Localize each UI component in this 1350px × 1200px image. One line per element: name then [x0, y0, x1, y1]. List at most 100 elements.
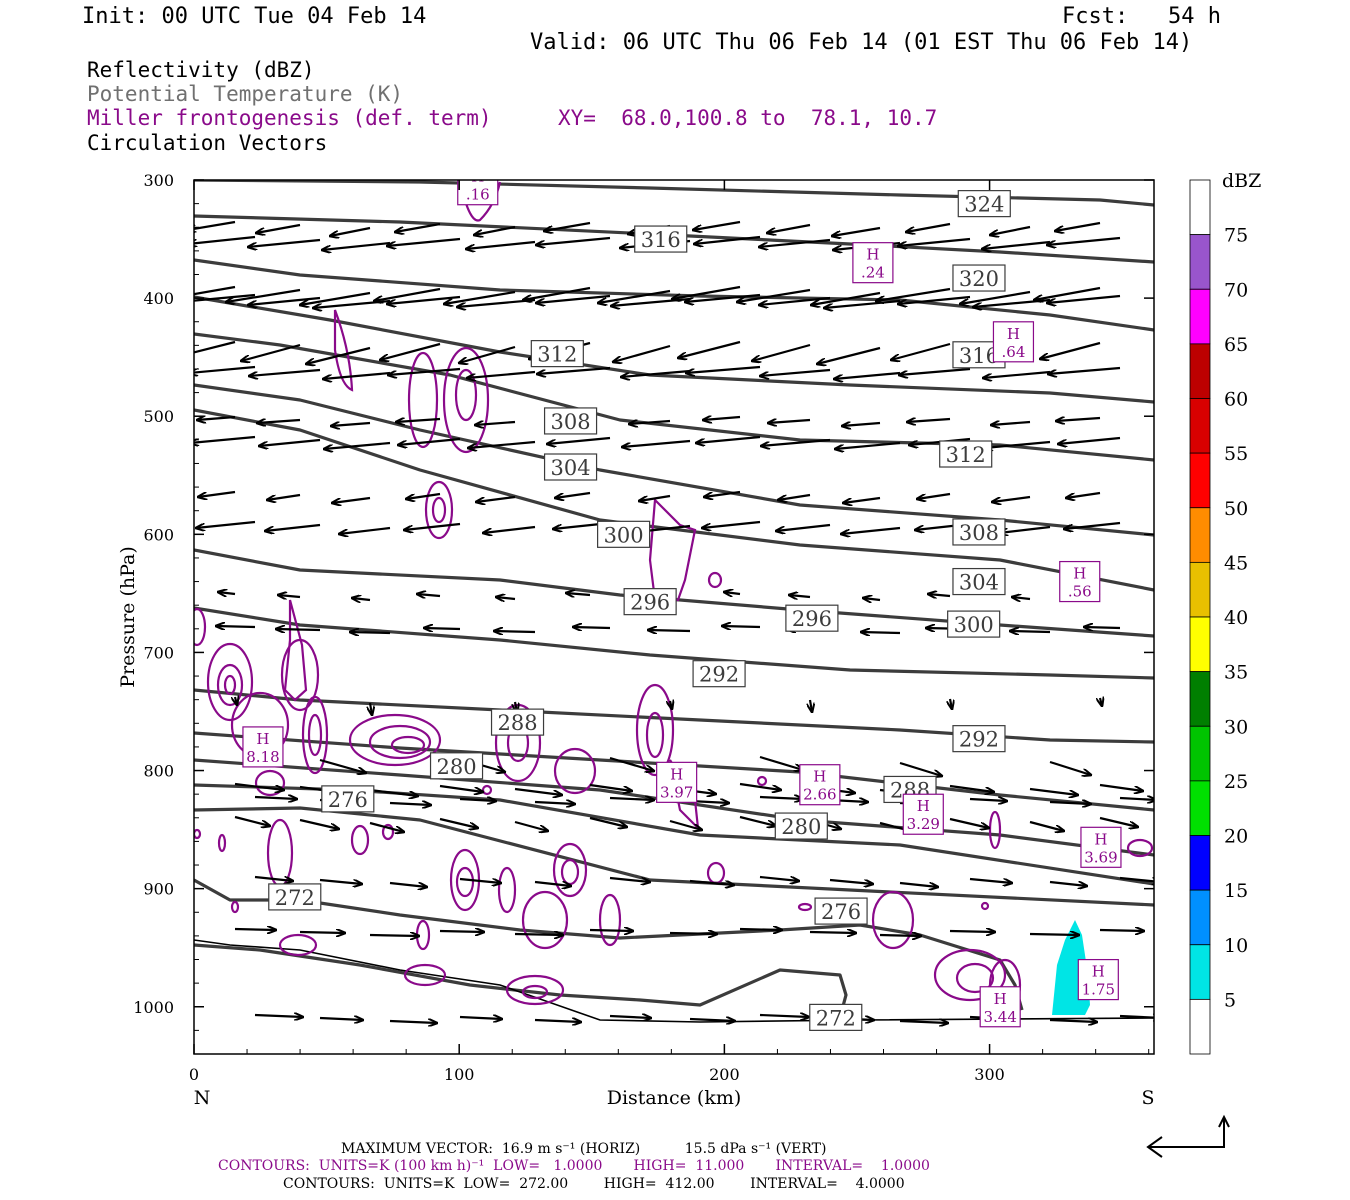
circulation-vector	[1055, 221, 1101, 231]
theta-label-text: 300	[604, 523, 644, 547]
circulation-vector	[278, 595, 301, 597]
circulation-vector	[369, 935, 419, 936]
circulation-vector	[1099, 783, 1143, 791]
circulation-vector	[439, 817, 478, 828]
theta-label: 296	[623, 588, 677, 616]
circulation-vector	[983, 370, 1051, 378]
circulation-vector	[523, 286, 591, 300]
colorbar-level-label: 70	[1224, 279, 1248, 301]
circulation-vector	[197, 417, 236, 420]
colorbar-swatch	[1189, 234, 1211, 290]
circulation-vector	[1029, 820, 1064, 831]
frontogenesis-max-value: .56	[1068, 583, 1092, 601]
circulation-vector	[387, 237, 461, 246]
circulation-vector	[406, 492, 441, 499]
circulation-vector	[387, 295, 461, 304]
colorbar-swatch	[1189, 835, 1211, 891]
circulation-vector	[424, 628, 461, 629]
circulation-vector	[907, 419, 951, 422]
circulation-vector	[254, 797, 297, 799]
frontogenesis-max-value: 3.97	[660, 783, 693, 801]
colorbar-swatch	[1189, 889, 1211, 946]
theta-label: 276	[814, 897, 868, 925]
theta-label: 304	[543, 453, 598, 481]
circulation-vector	[257, 420, 301, 423]
circulation-vector	[761, 438, 831, 446]
theta-label: 304	[952, 567, 1006, 596]
frontogenesis-max: H.16	[457, 180, 499, 206]
circulation-vector	[319, 1018, 363, 1020]
frontogenesis-max: H.56	[1059, 560, 1101, 603]
circulation-vector	[300, 291, 371, 305]
circulation-vector	[1084, 627, 1121, 628]
circulation-vector	[1119, 798, 1154, 800]
circulation-vector	[459, 799, 496, 801]
circulation-vector	[693, 220, 741, 230]
legend-miller: Miller frontogenesis (def. term)	[87, 106, 492, 130]
circulation-vector	[194, 365, 256, 373]
circulation-vector	[759, 875, 799, 881]
colorbar-swatch	[1189, 179, 1211, 236]
frontogenesis-max: H.24	[852, 242, 894, 284]
theta-label: 316	[634, 225, 688, 253]
circulation-vector	[1029, 934, 1079, 935]
circulation-vector	[982, 240, 1051, 249]
colorbar-level-label: 60	[1224, 389, 1248, 411]
circulation-vector	[241, 343, 301, 361]
circulation-vector	[306, 346, 371, 364]
y-tick-label: 600	[143, 525, 174, 544]
theta-label-text: 280	[781, 815, 821, 839]
circulation-vectors	[194, 220, 1154, 1023]
colorbar-swatch	[1189, 725, 1211, 782]
circulation-vector	[739, 929, 782, 930]
frontogenesis-max-label: H	[256, 730, 269, 748]
theta-label: 308	[543, 407, 598, 435]
circulation-vector	[226, 288, 301, 302]
colorbar-swatch	[1189, 452, 1211, 509]
circulation-vector	[678, 340, 741, 358]
theta-label: 300	[947, 610, 1001, 638]
theta-label-text: 276	[821, 900, 861, 924]
circulation-vector	[330, 226, 371, 236]
theta-label: 288	[490, 708, 545, 736]
x-tick-label: 300	[974, 1065, 1005, 1084]
circulation-vector	[861, 632, 901, 633]
circulation-vector	[1058, 436, 1121, 444]
circulation-vector	[949, 817, 989, 828]
theta-label: 292	[952, 725, 1006, 753]
frontogenesis-max-label: H	[994, 990, 1007, 1008]
colorbar-swatch	[1189, 616, 1211, 673]
theta-label: 324	[957, 190, 1011, 218]
x-axis-label: Distance (km)	[607, 1087, 742, 1109]
frontogenesis-maxima: H.16H.24H.64H.56H8.18H3.97H2.66H3.29H3.6…	[242, 180, 1122, 1028]
circulation-vector	[389, 803, 431, 805]
valid-time: Valid: 06 UTC Thu 06 Feb 14 (01 EST Thu …	[530, 30, 1193, 55]
plot-frame	[193, 179, 1155, 1055]
circulation-vector	[194, 340, 236, 354]
colorbar-level-label: 75	[1224, 225, 1248, 247]
circulation-vector	[1064, 521, 1121, 529]
circulation-vector	[234, 929, 276, 930]
circulation-vector	[598, 289, 671, 303]
circulation-vector	[339, 526, 391, 534]
frontogenesis-max-value: 3.44	[983, 1008, 1016, 1026]
circulation-vector	[468, 440, 536, 448]
circulation-vector	[267, 493, 301, 500]
circulation-vector	[536, 236, 611, 245]
theta-label-text: 276	[328, 788, 368, 812]
circulation-vector	[969, 877, 1012, 883]
frontogenesis-max-label: H	[917, 797, 930, 815]
circulation-vector	[494, 631, 536, 632]
theta-label-text: 280	[436, 755, 476, 779]
circulation-vector	[686, 365, 761, 373]
circulation-vector	[609, 876, 650, 882]
circulation-vector	[589, 930, 633, 931]
circulation-vector	[537, 366, 611, 374]
circulation-vector	[534, 880, 571, 886]
circulation-vector	[639, 494, 671, 501]
circulation-vector	[789, 595, 811, 597]
circulation-vector	[670, 701, 672, 709]
frontogenesis-max: H8.18	[242, 726, 284, 768]
frontogenesis-max: H1.75	[1077, 958, 1119, 1001]
circulation-vector	[389, 881, 427, 887]
